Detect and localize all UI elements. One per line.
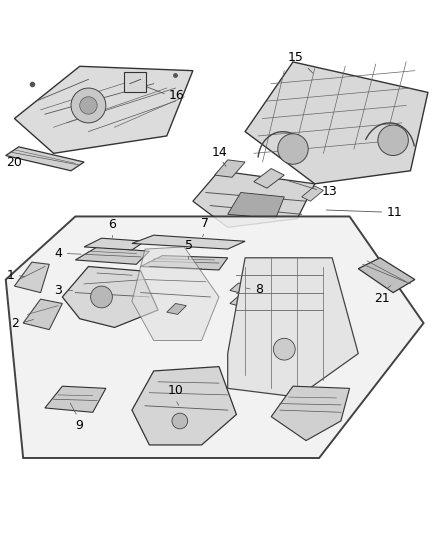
Circle shape: [273, 338, 295, 360]
Text: 1: 1: [7, 269, 14, 282]
Text: 9: 9: [75, 419, 83, 432]
Polygon shape: [132, 235, 245, 249]
Text: 5: 5: [184, 239, 193, 252]
Polygon shape: [215, 160, 245, 177]
Polygon shape: [6, 216, 424, 458]
Text: 15: 15: [288, 51, 304, 64]
Circle shape: [378, 125, 408, 156]
FancyBboxPatch shape: [124, 71, 146, 92]
Text: 20: 20: [6, 156, 21, 169]
Text: 21: 21: [374, 292, 390, 305]
Polygon shape: [193, 171, 315, 228]
Polygon shape: [167, 303, 186, 314]
Circle shape: [80, 97, 97, 114]
Text: 14: 14: [212, 146, 228, 158]
Circle shape: [71, 88, 106, 123]
Polygon shape: [228, 192, 284, 219]
Polygon shape: [75, 247, 149, 264]
Polygon shape: [14, 66, 193, 154]
Circle shape: [278, 134, 308, 164]
Text: 11: 11: [387, 206, 403, 220]
Polygon shape: [228, 258, 358, 397]
Polygon shape: [230, 296, 246, 305]
Polygon shape: [84, 238, 145, 250]
Text: 8: 8: [254, 283, 263, 296]
Polygon shape: [23, 299, 62, 329]
Text: 6: 6: [109, 218, 117, 231]
Polygon shape: [132, 367, 237, 445]
Polygon shape: [358, 258, 415, 293]
Polygon shape: [254, 168, 284, 188]
Polygon shape: [245, 62, 428, 184]
Polygon shape: [271, 386, 350, 441]
Polygon shape: [6, 147, 84, 171]
Polygon shape: [230, 283, 247, 293]
Circle shape: [172, 413, 187, 429]
Polygon shape: [45, 386, 106, 413]
Text: 10: 10: [168, 384, 184, 397]
Circle shape: [91, 286, 113, 308]
Polygon shape: [14, 262, 49, 293]
Polygon shape: [302, 186, 323, 201]
Text: 16: 16: [169, 89, 185, 102]
Text: 3: 3: [54, 284, 62, 297]
Text: 2: 2: [11, 317, 19, 329]
Text: 4: 4: [54, 247, 62, 260]
Polygon shape: [132, 247, 219, 341]
Text: 7: 7: [201, 217, 208, 230]
Polygon shape: [62, 266, 158, 327]
Text: 13: 13: [321, 185, 337, 198]
Polygon shape: [141, 256, 228, 270]
